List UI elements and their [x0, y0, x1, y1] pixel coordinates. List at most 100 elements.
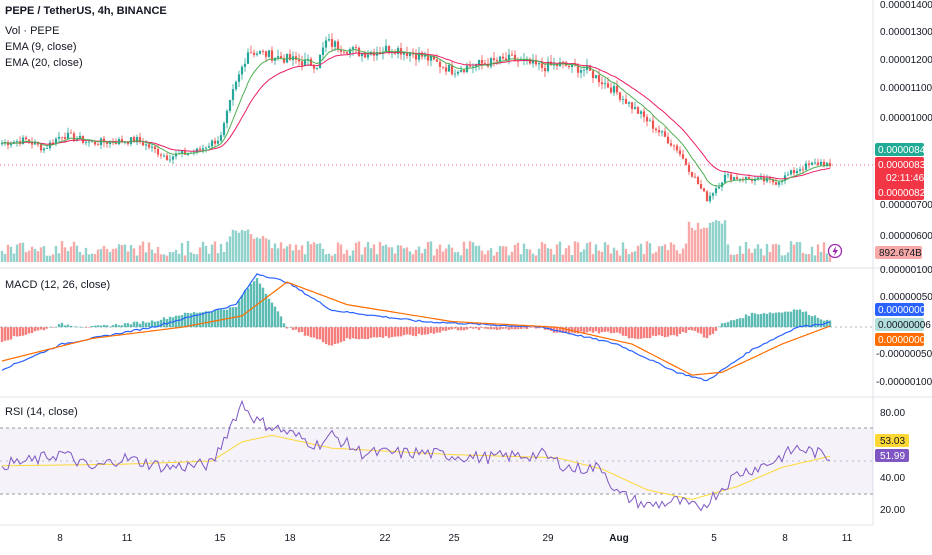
candle-body[interactable] — [333, 41, 337, 47]
candle-body[interactable] — [21, 137, 25, 145]
candle-body[interactable] — [612, 86, 616, 93]
candle-body[interactable] — [822, 161, 826, 167]
candle-body[interactable] — [528, 58, 532, 64]
candle-body[interactable] — [810, 162, 814, 165]
candle-body[interactable] — [621, 99, 625, 100]
candle-body[interactable] — [141, 141, 145, 146]
candle-body[interactable] — [105, 142, 109, 145]
candle-body[interactable] — [540, 63, 544, 68]
candle-body[interactable] — [705, 191, 709, 202]
candle-body[interactable] — [819, 161, 823, 165]
candle-body[interactable] — [597, 75, 601, 83]
candle-body[interactable] — [498, 56, 502, 62]
candle-body[interactable] — [345, 52, 349, 54]
candle-body[interactable] — [561, 62, 565, 63]
candle-body[interactable] — [225, 110, 229, 124]
candle-body[interactable] — [567, 65, 571, 67]
candle-body[interactable] — [702, 188, 706, 192]
candle-body[interactable] — [801, 169, 805, 171]
candle-body[interactable] — [9, 143, 13, 146]
candle-body[interactable] — [813, 162, 817, 164]
candle-body[interactable] — [759, 177, 763, 179]
candle-body[interactable] — [87, 141, 91, 143]
candle-body[interactable] — [708, 195, 712, 202]
candle-body[interactable] — [36, 142, 40, 145]
candle-body[interactable] — [399, 48, 403, 55]
candle-body[interactable] — [240, 66, 244, 75]
candle-body[interactable] — [591, 70, 595, 78]
candle-body[interactable] — [351, 47, 355, 50]
candle-body[interactable] — [432, 55, 436, 60]
candle-body[interactable] — [537, 63, 541, 65]
candle-body[interactable] — [654, 128, 658, 131]
candle-body[interactable] — [663, 131, 667, 137]
candle-body[interactable] — [642, 111, 646, 117]
candlesticks[interactable] — [0, 33, 832, 204]
candle-body[interactable] — [312, 65, 316, 69]
candle-body[interactable] — [408, 53, 412, 57]
candle-body[interactable] — [360, 53, 364, 57]
candle-body[interactable] — [780, 180, 784, 183]
candle-body[interactable] — [444, 67, 448, 72]
candle-body[interactable] — [747, 177, 751, 179]
candle-body[interactable] — [249, 52, 253, 54]
candle-body[interactable] — [690, 171, 694, 177]
candle-body[interactable] — [222, 123, 226, 136]
candle-body[interactable] — [213, 140, 217, 144]
candle-body[interactable] — [450, 64, 454, 75]
candle-body[interactable] — [126, 141, 130, 144]
candle-body[interactable] — [717, 186, 721, 189]
candle-body[interactable] — [219, 135, 223, 141]
candle-body[interactable] — [582, 69, 586, 71]
candle-body[interactable] — [132, 137, 136, 143]
candle-body[interactable] — [624, 99, 628, 104]
candle-body[interactable] — [144, 144, 148, 146]
candle-body[interactable] — [786, 174, 790, 176]
candle-body[interactable] — [594, 75, 598, 78]
candle-body[interactable] — [159, 154, 163, 156]
candle-body[interactable] — [651, 120, 655, 129]
candle-body[interactable] — [114, 142, 118, 145]
candle-body[interactable] — [288, 53, 292, 60]
candle-body[interactable] — [549, 61, 553, 66]
candle-body[interactable] — [675, 145, 679, 151]
candle-body[interactable] — [342, 51, 346, 53]
candle-body[interactable] — [609, 87, 613, 93]
candle-body[interactable] — [513, 55, 517, 61]
candle-body[interactable] — [180, 150, 184, 154]
candle-body[interactable] — [435, 59, 439, 62]
candle-body[interactable] — [648, 120, 652, 122]
candle-body[interactable] — [0, 142, 4, 145]
candle-body[interactable] — [39, 144, 43, 151]
candle-body[interactable] — [456, 71, 460, 74]
candle-body[interactable] — [639, 111, 643, 114]
candle-body[interactable] — [183, 150, 187, 155]
candle-body[interactable] — [543, 67, 547, 72]
candle-body[interactable] — [483, 63, 487, 65]
candle-body[interactable] — [201, 148, 205, 150]
candle-body[interactable] — [729, 174, 733, 181]
candle-body[interactable] — [426, 55, 430, 61]
candle-body[interactable] — [453, 73, 457, 75]
candle-body[interactable] — [744, 177, 748, 181]
candle-body[interactable] — [258, 51, 262, 54]
candle-body[interactable] — [510, 54, 514, 56]
candle-body[interactable] — [279, 56, 283, 59]
candle-body[interactable] — [519, 59, 523, 61]
candle-body[interactable] — [54, 138, 58, 145]
candle-body[interactable] — [615, 86, 619, 93]
candle-body[interactable] — [657, 130, 661, 133]
candle-body[interactable] — [477, 59, 481, 65]
candle-body[interactable] — [687, 164, 691, 172]
candle-body[interactable] — [378, 52, 382, 53]
candle-body[interactable] — [96, 144, 100, 146]
candle-body[interactable] — [384, 45, 388, 52]
candle-body[interactable] — [504, 58, 508, 61]
candle-body[interactable] — [411, 53, 415, 55]
candle-body[interactable] — [441, 66, 445, 68]
candle-body[interactable] — [423, 55, 427, 57]
candle-body[interactable] — [798, 169, 802, 171]
candle-body[interactable] — [330, 39, 334, 47]
candle-body[interactable] — [684, 158, 688, 165]
candle-body[interactable] — [270, 50, 274, 61]
